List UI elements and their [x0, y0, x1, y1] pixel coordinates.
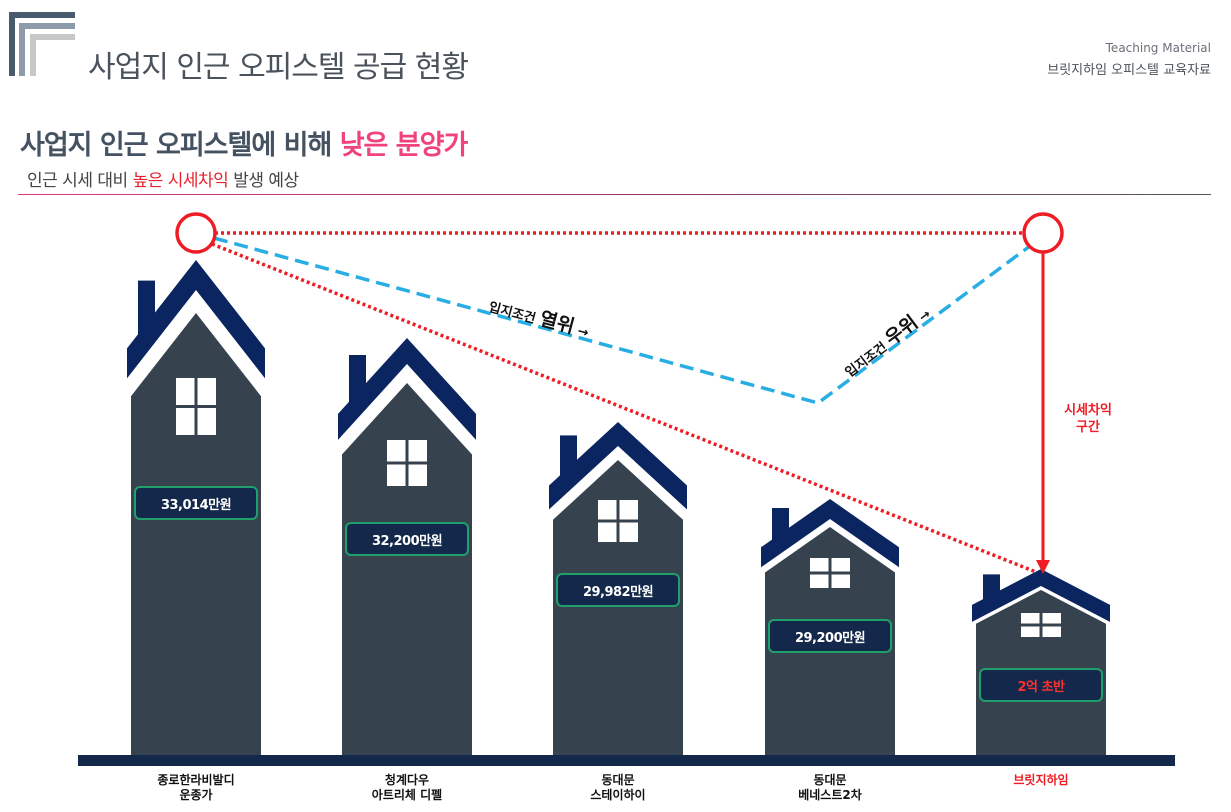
- window-icon: [387, 440, 427, 486]
- headline-highlight: 낮은 분양가: [339, 130, 469, 161]
- gap-line1: 시세차익: [1064, 403, 1112, 418]
- teaching-material-label: Teaching Material: [1105, 41, 1211, 55]
- house-name: 브릿지하임: [961, 773, 1121, 788]
- house-name-line2: 운종가: [179, 788, 213, 802]
- window-icon: [1021, 613, 1061, 637]
- roof: [761, 499, 899, 568]
- subtitle-prefix: 인근 시세 대비: [27, 171, 133, 191]
- material-source-label: 브릿지하임 오피스텔 교육자료: [1047, 63, 1211, 78]
- house-body: [342, 383, 472, 755]
- house-name: 동대문 스테이하이: [538, 773, 698, 803]
- gap-line2: 구간: [1076, 420, 1100, 435]
- house-name-line1: 동대문: [813, 773, 847, 787]
- logo-icon: [9, 12, 75, 76]
- house-body: [553, 460, 683, 755]
- house-name: 청계다우 아트리체 디펠: [327, 773, 487, 803]
- window-icon: [598, 500, 638, 542]
- house-name: 동대문 베네스트2차: [750, 773, 910, 803]
- price-label: 33,014만원: [134, 486, 258, 520]
- subtitle: 인근 시세 대비 높은 시세차익 발생 예상: [27, 166, 299, 191]
- house-name-line1: 브릿지하임: [1013, 773, 1069, 787]
- roof: [972, 569, 1110, 622]
- roof: [549, 422, 687, 510]
- page-title: 사업지 인근 오피스텔 공급 현황: [88, 50, 469, 85]
- location-dashed-line: [213, 236, 1032, 405]
- house-name-line1: 동대문: [601, 773, 635, 787]
- roof: [338, 338, 476, 440]
- divider: [18, 194, 1211, 195]
- price-label: 2억 초반: [979, 668, 1103, 702]
- window-icon: [810, 558, 850, 588]
- trend-dotted-line: [211, 242, 1037, 574]
- house-2: [338, 338, 476, 755]
- marker-circle-right: [1022, 212, 1064, 254]
- house-5: [972, 569, 1110, 755]
- house-name-line2: 아트리체 디펠: [371, 788, 443, 802]
- house-name-line1: 종로한라비발디: [157, 773, 235, 787]
- house-body: [131, 313, 261, 755]
- headline-text: 사업지 인근 오피스텔에 비해: [20, 130, 340, 161]
- price-label: 32,200만원: [345, 522, 469, 556]
- ground-bar: [78, 755, 1175, 766]
- marker-circle-left: [175, 212, 217, 254]
- house-name-line1: 청계다우: [384, 773, 430, 787]
- window-icon: [176, 378, 216, 435]
- gap-arrowhead: [1036, 560, 1050, 574]
- price-label: 29,200만원: [768, 619, 892, 653]
- house-name: 종로한라비발디 운종가: [116, 773, 276, 803]
- roof: [127, 260, 265, 379]
- house-1: [127, 260, 265, 755]
- headline: 사업지 인근 오피스텔에 비해 낮은 분양가: [20, 123, 469, 162]
- house-name-line2: 스테이하이: [590, 788, 646, 802]
- subtitle-suffix: 발생 예상: [228, 171, 299, 191]
- price-label: 29,982만원: [556, 573, 680, 607]
- house-name-line2: 베네스트2차: [798, 788, 862, 802]
- house-3: [549, 422, 687, 755]
- subtitle-highlight: 높은 시세차익: [132, 171, 229, 191]
